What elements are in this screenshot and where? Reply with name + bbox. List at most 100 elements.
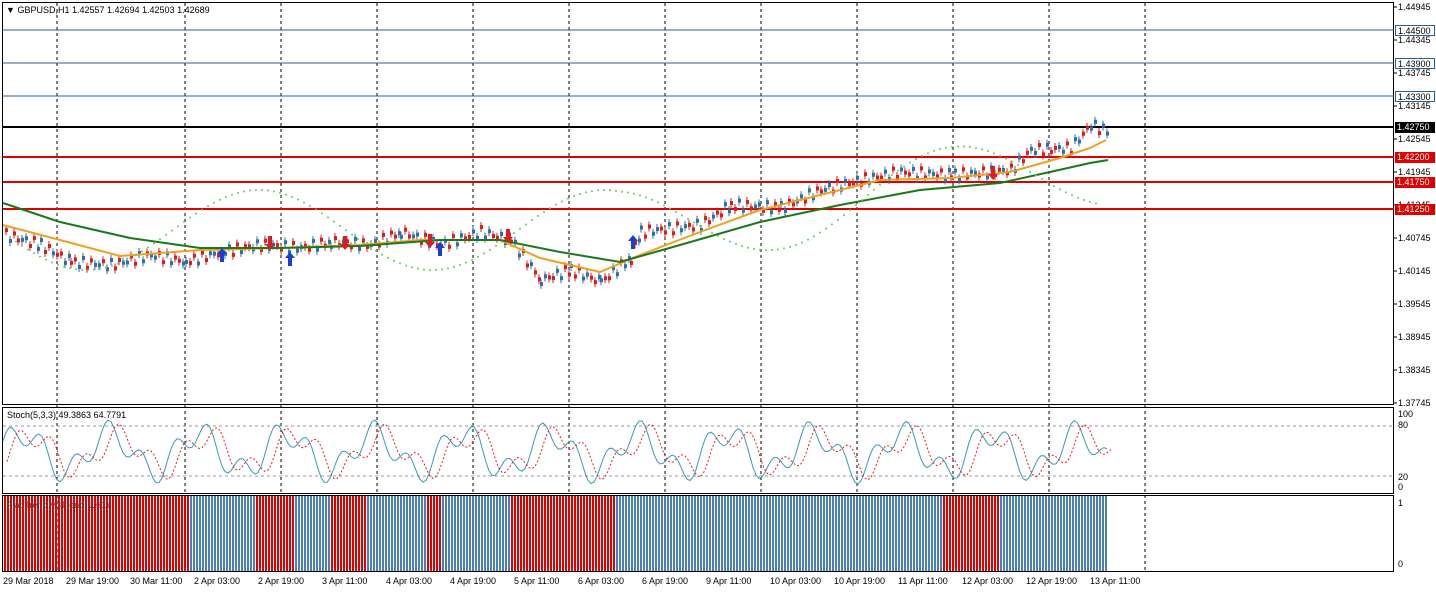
histogram-bar bbox=[265, 496, 267, 571]
candle-body bbox=[734, 207, 737, 212]
stochastic-pane[interactable] bbox=[2, 407, 1394, 494]
candle-body bbox=[264, 238, 267, 243]
candle-body bbox=[908, 172, 911, 177]
histogram-bar bbox=[472, 496, 474, 571]
histogram-bar bbox=[499, 496, 501, 571]
histogram-bar bbox=[469, 496, 471, 571]
candle-body bbox=[56, 252, 59, 257]
histogram-bar bbox=[625, 496, 627, 571]
histogram-bar bbox=[193, 496, 195, 571]
histogram-bar bbox=[361, 496, 363, 571]
symbol-label: GBPUSD,H1 bbox=[17, 5, 70, 15]
histogram-bar bbox=[52, 496, 54, 571]
histogram-bar bbox=[172, 496, 174, 571]
psar-dot bbox=[75, 268, 77, 271]
histogram-bar bbox=[463, 496, 465, 571]
histogram-bar bbox=[904, 496, 906, 571]
histogram-bar bbox=[205, 496, 207, 571]
candle-body bbox=[982, 166, 985, 171]
histogram-bar bbox=[754, 496, 756, 571]
psar-dot bbox=[651, 198, 653, 201]
price-tick: 1.40145 bbox=[1398, 266, 1431, 276]
psar-dot bbox=[891, 174, 893, 177]
candle-body bbox=[598, 275, 601, 280]
psar-dot bbox=[255, 189, 257, 192]
candle-body bbox=[742, 208, 745, 213]
candle-body bbox=[856, 175, 859, 180]
histogram-bar bbox=[715, 496, 717, 571]
psar-dot bbox=[153, 242, 155, 245]
price-tick: 1.41945 bbox=[1398, 167, 1431, 177]
psar-dot bbox=[963, 145, 965, 148]
candle-body bbox=[948, 168, 951, 173]
histogram-bar bbox=[106, 496, 108, 571]
histogram-bar bbox=[397, 496, 399, 571]
candle-body bbox=[900, 167, 903, 172]
candle-body bbox=[472, 229, 475, 234]
price-tick: 1.39545 bbox=[1398, 299, 1431, 309]
main-chart-pane[interactable] bbox=[2, 2, 1394, 405]
histogram-bar bbox=[286, 496, 288, 571]
histogram-bar bbox=[433, 496, 435, 571]
psar-dot bbox=[771, 249, 773, 252]
candle-body bbox=[464, 236, 467, 241]
histogram-bar bbox=[121, 496, 123, 571]
psar-dot bbox=[915, 158, 917, 161]
price-tick: 1.38945 bbox=[1398, 332, 1431, 342]
histogram-bar bbox=[430, 496, 432, 571]
candle-body bbox=[400, 234, 403, 239]
buy-arrow-icon bbox=[285, 252, 295, 266]
psar-dot bbox=[27, 248, 29, 251]
time-tick: 11 Apr 11:00 bbox=[898, 576, 948, 586]
histogram-bar bbox=[1096, 496, 1098, 571]
psar-dot bbox=[615, 189, 617, 192]
candle-body bbox=[716, 210, 719, 215]
histogram-bar bbox=[1018, 496, 1020, 571]
candle-body bbox=[416, 232, 419, 237]
candle-body bbox=[122, 260, 125, 265]
psar-dot bbox=[429, 268, 431, 271]
psar-dot bbox=[801, 241, 803, 244]
time-tick: 3 Apr 11:00 bbox=[322, 576, 368, 586]
psar-dot bbox=[417, 267, 419, 270]
psar-dot bbox=[249, 189, 251, 192]
candle-body bbox=[1010, 163, 1013, 168]
candle-body bbox=[488, 229, 491, 234]
psar-dot bbox=[135, 253, 137, 256]
candle-body bbox=[896, 174, 899, 179]
candle-body bbox=[758, 202, 761, 207]
psar-dot bbox=[903, 165, 905, 168]
level-price-tag: 1.43300 bbox=[1395, 91, 1435, 102]
candle-body bbox=[244, 244, 247, 249]
flat-trend-title: Flat Trend V3Trend(1,H1) bbox=[7, 500, 110, 510]
psar-dot bbox=[885, 178, 887, 181]
candle-body bbox=[656, 227, 659, 232]
candle-body bbox=[1050, 149, 1053, 154]
psar-dot bbox=[561, 200, 563, 203]
candle-body bbox=[944, 177, 947, 182]
price-tick: 1.37745 bbox=[1398, 398, 1431, 408]
candle-body bbox=[228, 244, 231, 249]
histogram-bar bbox=[400, 496, 402, 571]
histogram-bar bbox=[880, 496, 882, 571]
histogram-bar bbox=[778, 496, 780, 571]
histogram-bar bbox=[412, 496, 414, 571]
candle-body bbox=[64, 260, 67, 265]
histogram-bar bbox=[745, 496, 747, 571]
collapse-triangle-icon[interactable]: ▼ bbox=[6, 5, 15, 15]
candle-body bbox=[1070, 150, 1073, 155]
stoch-tick: 80 bbox=[1398, 420, 1409, 430]
histogram-bar bbox=[712, 496, 714, 571]
candle-body bbox=[1006, 171, 1009, 176]
histogram-bar bbox=[136, 496, 138, 571]
candle-body bbox=[86, 265, 89, 270]
psar-dot bbox=[525, 223, 527, 226]
time-tick: 2 Apr 03:00 bbox=[194, 576, 241, 586]
psar-dot bbox=[21, 244, 23, 247]
histogram-bar bbox=[70, 496, 72, 571]
candle-body bbox=[456, 242, 459, 247]
histogram-bar bbox=[79, 496, 81, 571]
psar-dot bbox=[321, 212, 323, 215]
histogram-bar bbox=[811, 496, 813, 571]
psar-dot bbox=[531, 219, 533, 222]
